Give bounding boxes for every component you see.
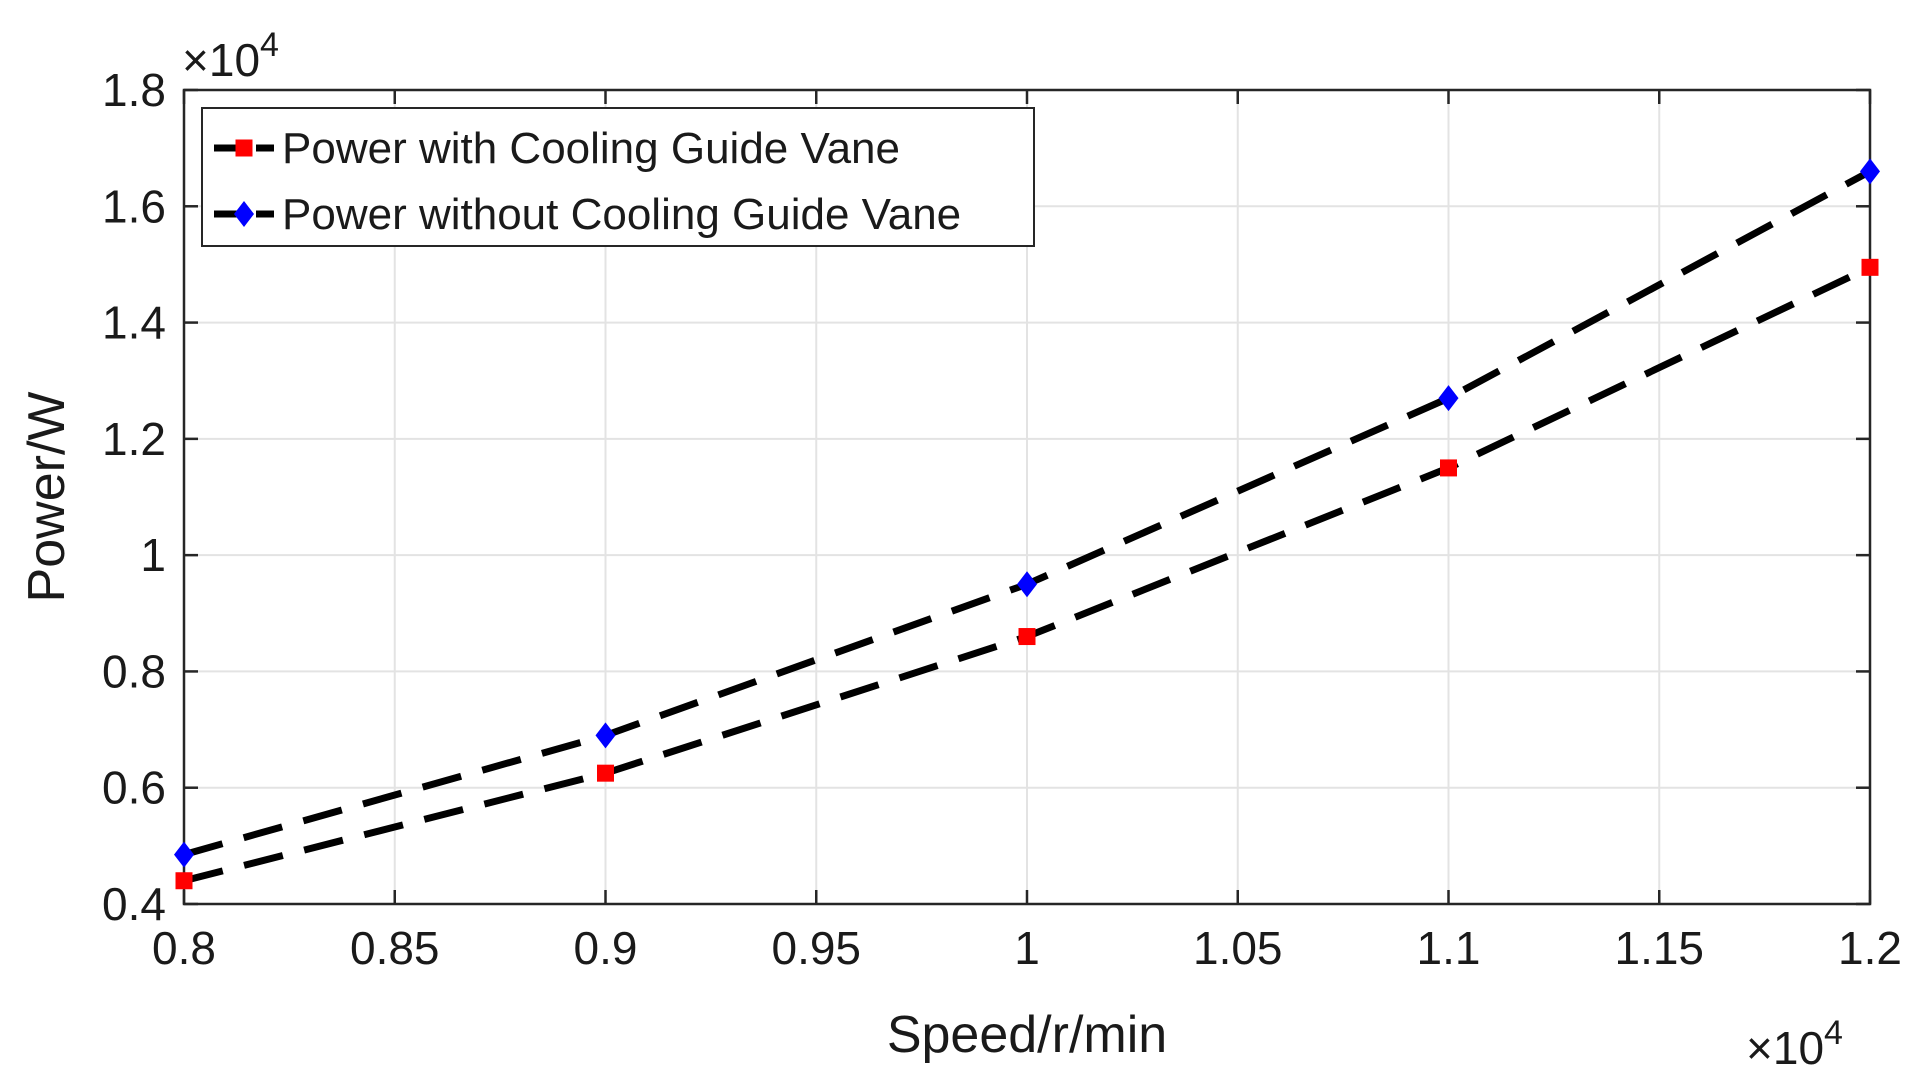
data-point-diamond — [174, 841, 194, 868]
data-point-square — [1861, 258, 1879, 276]
x-tick-label: 0.9 — [574, 922, 638, 974]
legend-label: Power with Cooling Guide Vane — [282, 124, 900, 173]
series-2 — [174, 158, 1880, 868]
svg-text:×104: ×104 — [1746, 1014, 1843, 1074]
data-point-diamond — [1860, 158, 1880, 185]
legend-item: Power without Cooling Guide Vane — [214, 190, 961, 239]
y-axis-label: Power/W — [18, 392, 76, 603]
y-tick-label: 0.8 — [102, 645, 166, 697]
y-tick-label: 1.6 — [102, 180, 166, 232]
x-tick-label: 1 — [1014, 922, 1040, 974]
y-exponent-power: 4 — [260, 26, 279, 64]
x-tick-label: 1.05 — [1193, 922, 1283, 974]
series-1 — [175, 258, 1879, 890]
y-tick-label: 1 — [140, 529, 166, 581]
data-point-diamond — [1017, 571, 1037, 598]
data-point-square — [175, 872, 193, 890]
data-point-square — [597, 764, 614, 782]
svg-text:×104: ×104 — [182, 26, 279, 86]
x-tick-label: 1.2 — [1838, 922, 1902, 974]
legend: Power with Cooling Guide Vane Power witho… — [201, 107, 1035, 247]
data-point-square — [1440, 459, 1457, 477]
y-tick-label: 1.4 — [102, 297, 166, 349]
x-exponent-base: ×10 — [1746, 1022, 1824, 1074]
x-tick-label: 0.95 — [771, 922, 861, 974]
x-tick-label: 0.8 — [152, 922, 216, 974]
x-axis-exponent: ×104 — [1746, 1014, 1843, 1074]
y-tick-label: 0.6 — [102, 762, 166, 814]
x-axis-label: Speed/r/min — [887, 1006, 1167, 1064]
y-tick-label: 1.8 — [102, 64, 166, 116]
y-exponent-base: ×10 — [182, 34, 260, 86]
data-point-square — [235, 139, 253, 157]
x-exponent-power: 4 — [1824, 1014, 1843, 1052]
data-point-square — [1018, 628, 1036, 646]
legend-label: Power without Cooling Guide Vane — [282, 190, 961, 239]
tick-layer: 0.8 0.85 0.9 0.95 1 1.05 1.1 1.15 1.2 0.4 0.6 0.8 1 1… — [102, 64, 1902, 974]
y-axis-exponent: ×104 — [182, 26, 279, 86]
y-tick-label: 1.2 — [102, 413, 166, 465]
x-tick-label: 0.85 — [350, 922, 440, 974]
legend-box — [201, 107, 1035, 247]
x-tick-label: 1.15 — [1614, 922, 1704, 974]
legend-item: Power with Cooling Guide Vane — [214, 124, 900, 173]
series-layer — [174, 158, 1880, 890]
data-point-diamond — [595, 722, 616, 749]
data-point-diamond — [1438, 385, 1459, 412]
x-tick-label: 1.1 — [1417, 922, 1481, 974]
y-tick-label: 0.4 — [102, 878, 166, 930]
data-point-diamond — [234, 201, 254, 227]
